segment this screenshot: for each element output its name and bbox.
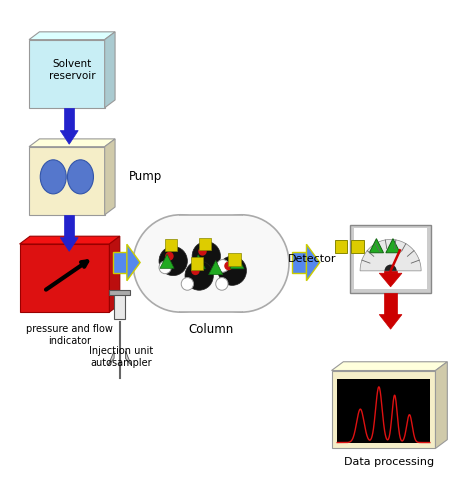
Polygon shape xyxy=(160,254,174,268)
Polygon shape xyxy=(114,293,126,320)
Polygon shape xyxy=(230,255,244,269)
Text: Column: Column xyxy=(188,323,234,336)
Polygon shape xyxy=(105,139,115,215)
Circle shape xyxy=(192,242,220,271)
Polygon shape xyxy=(209,261,223,275)
Text: Pump: Pump xyxy=(129,170,163,183)
Polygon shape xyxy=(29,40,105,108)
Polygon shape xyxy=(379,315,402,329)
Circle shape xyxy=(159,261,171,274)
Polygon shape xyxy=(127,244,140,281)
Polygon shape xyxy=(29,32,115,40)
Polygon shape xyxy=(436,362,447,448)
Bar xyxy=(191,257,203,270)
Polygon shape xyxy=(126,351,132,366)
Polygon shape xyxy=(384,258,397,273)
Circle shape xyxy=(198,247,207,256)
Text: Data processing: Data processing xyxy=(344,457,435,467)
Polygon shape xyxy=(331,370,436,448)
Circle shape xyxy=(181,278,193,290)
Polygon shape xyxy=(19,236,120,244)
Circle shape xyxy=(159,246,187,276)
Bar xyxy=(180,215,242,312)
Text: Injection unit
autosampler: Injection unit autosampler xyxy=(89,346,153,368)
Circle shape xyxy=(133,215,228,312)
Circle shape xyxy=(224,262,233,270)
Bar xyxy=(164,239,177,251)
Polygon shape xyxy=(307,244,319,281)
Circle shape xyxy=(165,252,173,261)
Circle shape xyxy=(194,215,289,312)
Circle shape xyxy=(218,256,246,285)
Bar xyxy=(335,240,347,253)
Polygon shape xyxy=(29,139,115,147)
Polygon shape xyxy=(331,362,447,370)
Polygon shape xyxy=(292,252,307,273)
Bar xyxy=(228,253,241,266)
Circle shape xyxy=(185,261,213,290)
Text: Solvent
reservoir: Solvent reservoir xyxy=(49,59,95,81)
Polygon shape xyxy=(108,351,114,366)
Polygon shape xyxy=(64,108,74,131)
Circle shape xyxy=(217,260,229,272)
Circle shape xyxy=(191,266,200,275)
Polygon shape xyxy=(29,147,105,215)
Polygon shape xyxy=(60,238,78,251)
Circle shape xyxy=(216,278,228,290)
Text: pressure and flow
indicator: pressure and flow indicator xyxy=(26,325,113,346)
Bar xyxy=(354,228,427,289)
Polygon shape xyxy=(105,32,115,108)
Polygon shape xyxy=(379,273,402,287)
Bar xyxy=(199,238,211,250)
Polygon shape xyxy=(109,236,120,312)
Text: Detector: Detector xyxy=(288,254,336,264)
Polygon shape xyxy=(369,239,383,253)
Wedge shape xyxy=(384,264,397,271)
Polygon shape xyxy=(60,131,78,144)
Bar xyxy=(350,224,431,293)
Polygon shape xyxy=(64,215,74,238)
Polygon shape xyxy=(191,255,205,269)
Polygon shape xyxy=(113,252,127,273)
Polygon shape xyxy=(386,239,400,253)
Polygon shape xyxy=(384,293,397,315)
Bar xyxy=(351,240,364,253)
Polygon shape xyxy=(109,290,130,295)
Ellipse shape xyxy=(40,160,66,194)
Polygon shape xyxy=(19,244,109,312)
Bar xyxy=(337,379,430,443)
Ellipse shape xyxy=(67,160,93,194)
Polygon shape xyxy=(360,240,421,271)
